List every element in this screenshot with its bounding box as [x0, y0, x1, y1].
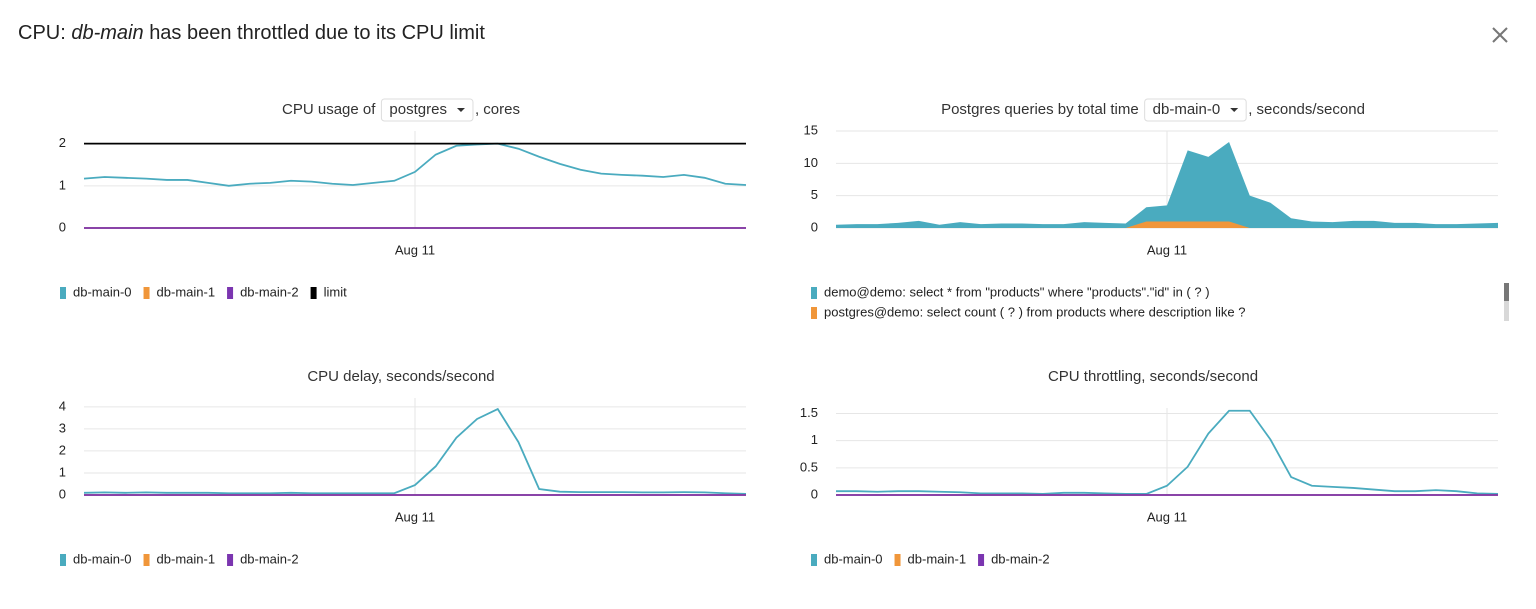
series-area	[836, 221, 1498, 228]
title-prefix: CPU:	[18, 22, 66, 44]
legend-item[interactable]: postgres@demo: select count ( ? ) from p…	[811, 304, 1245, 319]
chart-title-suffix: , cores	[475, 101, 520, 118]
legend-label[interactable]: postgres@demo: select count ( ? ) from p…	[824, 304, 1245, 319]
legend-item[interactable]: limit	[310, 284, 347, 299]
close-icon[interactable]	[1492, 27, 1508, 43]
chart-title-suffix: , seconds/second	[1248, 101, 1365, 118]
y-tick-label: 0	[59, 219, 66, 234]
series-line	[836, 409, 1499, 495]
legend-label[interactable]: db-main-2	[240, 284, 299, 299]
selector-caret[interactable]	[1230, 108, 1239, 112]
legend-label[interactable]: db-main-1	[157, 551, 216, 566]
y-tick-label: 1	[59, 464, 66, 479]
legend-swatch[interactable]	[811, 287, 817, 299]
series-selector[interactable]: db-main-0	[1144, 98, 1247, 122]
y-tick-label: 4	[59, 398, 66, 413]
close-button[interactable]	[1492, 27, 1508, 43]
legend-label[interactable]: limit	[324, 284, 347, 299]
legend-swatch[interactable]	[811, 307, 817, 319]
chart-title: Postgres queries by total time	[941, 101, 1139, 118]
y-tick-label: 1.5	[800, 405, 818, 420]
legend-swatch[interactable]	[978, 554, 985, 566]
y-tick-label: 1	[59, 177, 66, 192]
y-tick-label: 0	[811, 486, 818, 501]
series-selector[interactable]: postgres	[380, 98, 474, 122]
legend-label[interactable]: db-main-0	[73, 284, 132, 299]
selector-box[interactable]	[380, 98, 474, 122]
y-tick-label: 10	[804, 155, 818, 170]
legend-item[interactable]: db-main-1	[894, 551, 967, 566]
legend-item[interactable]: db-main-1	[143, 284, 216, 299]
title-suffix: has been throttled due to its CPU limit	[149, 22, 485, 44]
selector-box[interactable]	[1144, 98, 1247, 122]
legend-label[interactable]: db-main-2	[240, 551, 299, 566]
legend-swatch[interactable]	[143, 287, 150, 299]
legend-swatch[interactable]	[60, 287, 66, 299]
chart-title: CPU throttling, seconds/second	[1048, 368, 1258, 385]
x-tick-label: Aug 11	[1147, 242, 1187, 257]
legend-label[interactable]: db-main-0	[824, 551, 883, 566]
series-area	[836, 141, 1498, 228]
series-line	[83, 142, 747, 187]
y-tick-label: 0	[811, 219, 818, 234]
legend-item[interactable]: db-main-2	[978, 551, 1050, 566]
legend-item[interactable]: db-main-2	[227, 284, 299, 299]
legend-swatch[interactable]	[894, 554, 901, 566]
y-tick-label: 3	[59, 420, 66, 435]
legend-item[interactable]: db-main-1	[143, 551, 216, 566]
legend-swatch[interactable]	[60, 554, 66, 566]
y-tick-label: 5	[811, 187, 818, 202]
legend-swatch[interactable]	[227, 287, 234, 299]
legend-scroll-thumb[interactable]	[1504, 283, 1509, 301]
legend-label[interactable]: db-main-1	[157, 284, 216, 299]
selector-caret[interactable]	[456, 108, 465, 112]
y-tick-label: 0.5	[800, 459, 818, 474]
legend-item[interactable]: db-main-2	[227, 551, 299, 566]
legend-label[interactable]: demo@demo: select * from "products" wher…	[824, 284, 1210, 299]
legend-item[interactable]: db-main-0	[60, 284, 132, 299]
legend-swatch[interactable]	[227, 554, 234, 566]
chart-title: CPU delay, seconds/second	[307, 368, 494, 385]
title-subject: db-main	[71, 22, 143, 44]
legend-label[interactable]: db-main-1	[908, 551, 967, 566]
series-line	[83, 407, 747, 495]
legend-scroll-track[interactable]	[1504, 283, 1509, 321]
legend-label[interactable]: db-main-2	[991, 551, 1050, 566]
selector-value[interactable]: db-main-0	[1153, 101, 1221, 118]
page-title: CPU: db-main has been throttled due to i…	[18, 22, 485, 44]
legend-swatch[interactable]	[143, 554, 150, 566]
legend-item[interactable]: db-main-0	[60, 551, 132, 566]
y-tick-label: 2	[59, 135, 66, 150]
y-tick-label: 2	[59, 442, 66, 457]
y-tick-label: 1	[811, 432, 818, 447]
x-tick-label: Aug 11	[395, 509, 435, 524]
legend-swatch[interactable]	[811, 554, 817, 566]
legend-item[interactable]: db-main-0	[811, 551, 883, 566]
selector-value[interactable]: postgres	[389, 101, 447, 118]
chart-title: CPU usage of	[282, 101, 376, 118]
x-tick-label: Aug 11	[1147, 509, 1187, 524]
legend-label[interactable]: db-main-0	[73, 551, 132, 566]
y-tick-label: 15	[804, 122, 818, 137]
legend-item[interactable]: demo@demo: select * from "products" wher…	[811, 284, 1210, 299]
legend-swatch[interactable]	[310, 287, 317, 299]
x-tick-label: Aug 11	[395, 242, 435, 257]
y-tick-label: 0	[59, 486, 66, 501]
